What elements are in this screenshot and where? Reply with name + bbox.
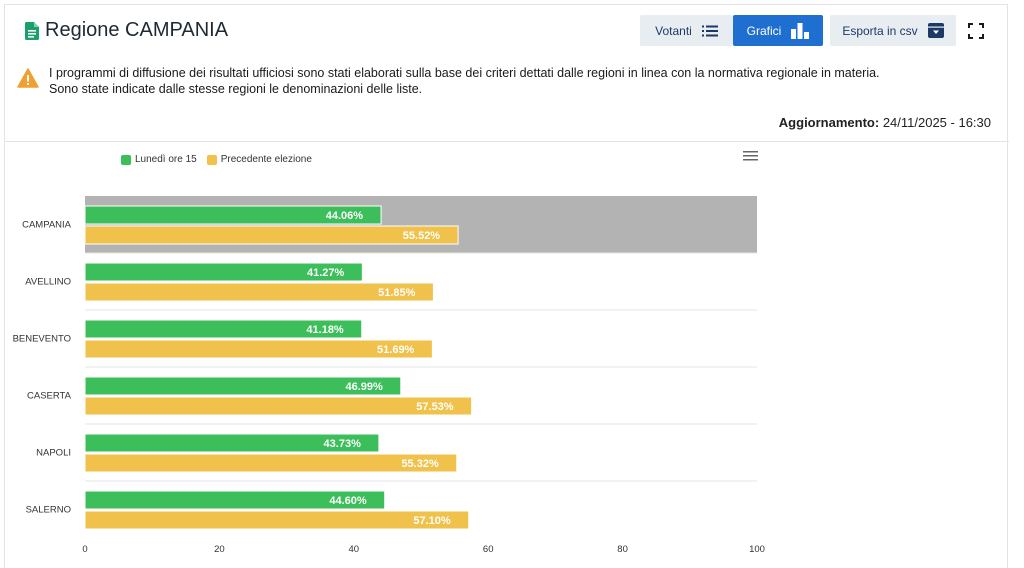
legend-label-current: Lunedì ore 15 [135,154,197,165]
export-csv-button[interactable]: Esporta in csv [830,15,956,46]
bar-current [84,433,380,453]
category-label: NAPOLI [36,448,71,459]
bar-chart-icon [791,22,810,39]
update-value: 24/11/2025 - 16:30 [882,115,991,130]
grafici-button-label: Grafici [746,23,782,38]
update-label: Aggiornamento: [778,115,880,130]
bar-current [84,376,402,396]
notice: I programmi di diffusione dei risultati … [17,65,997,97]
page-title: Regione CAMPANIA [45,19,229,41]
x-tick-label: 20 [214,544,225,555]
bar-data-label: 44.06% [326,210,364,222]
bar-data-label: 43.73% [324,438,362,450]
warning-icon [17,68,39,88]
grafici-button[interactable]: Grafici [733,15,823,46]
votanti-button[interactable]: Votanti [640,15,733,46]
bar-previous [84,225,459,245]
x-tick-label: 0 [82,544,87,555]
legend-item-previous[interactable]: Precedente elezione [206,154,312,165]
title-group: Regione CAMPANIA [25,19,228,42]
bar-previous [84,282,434,302]
list-icon [701,25,718,36]
legend-swatch-current [121,154,131,165]
document-icon [25,21,39,40]
bar-data-label: 46.99% [345,381,383,393]
x-tick-label: 60 [483,544,494,555]
bar-previous [84,453,458,473]
category-label: CAMPANIA [22,220,72,231]
fullscreen-icon[interactable] [968,23,984,39]
x-tick-label: 100 [749,544,765,555]
legend-swatch-previous [206,154,217,165]
chart-legend: Lunedì ore 15 Precedente elezione [121,154,322,165]
bar-current [84,262,363,282]
bar-previous [84,339,433,359]
bar-current [84,319,363,339]
legend-item-current[interactable]: Lunedì ore 15 [121,154,197,165]
header: Regione CAMPANIA Votanti Grafici Esporta… [5,5,1009,55]
notice-text: I programmi di diffusione dei risultati … [49,65,880,97]
bar-current [84,490,386,510]
x-tick-label: 40 [349,544,360,555]
divider [5,141,1009,142]
bar-data-label: 57.10% [413,515,451,527]
update-timestamp: Aggiornamento: 24/11/2025 - 16:30 [779,115,991,130]
category-label: BENEVENTO [13,334,71,345]
bar-data-label: 41.27% [307,267,345,279]
archive-download-icon [927,23,944,38]
x-tick-label: 80 [617,544,628,555]
bar-current [84,205,382,225]
bar-data-label: 57.53% [416,401,454,413]
category-label: SALERNO [26,505,71,516]
bar-data-label: 55.32% [401,458,439,470]
chart-menu-icon[interactable] [743,150,758,162]
category-label: AVELLINO [25,277,71,288]
chart-area: Lunedì ore 15 Precedente elezione CAMPAN… [5,142,1009,568]
export-csv-button-label: Esporta in csv [842,23,918,38]
category-label: CASERTA [27,391,72,402]
bar-data-label: 51.85% [378,287,416,299]
legend-label-previous: Precedente elezione [220,154,312,165]
bar-previous [84,396,473,416]
bar-previous [84,510,470,530]
turnout-bar-chart: CAMPANIA 44.06% 55.52% AVELLINO 41.27% 51.85%… [13,196,765,555]
notice-line-1: I programmi di diffusione dei risultati … [49,66,880,80]
bar-data-label: 44.60% [329,495,367,507]
notice-line-2: Sono state indicate dalle stesse regioni… [49,82,423,96]
bar-data-label: 51.69% [377,344,415,356]
votanti-button-label: Votanti [655,23,692,38]
bar-data-label: 41.18% [306,324,344,336]
results-card: Regione CAMPANIA Votanti Grafici Esporta… [4,4,1009,568]
bar-data-label: 55.52% [403,230,441,242]
